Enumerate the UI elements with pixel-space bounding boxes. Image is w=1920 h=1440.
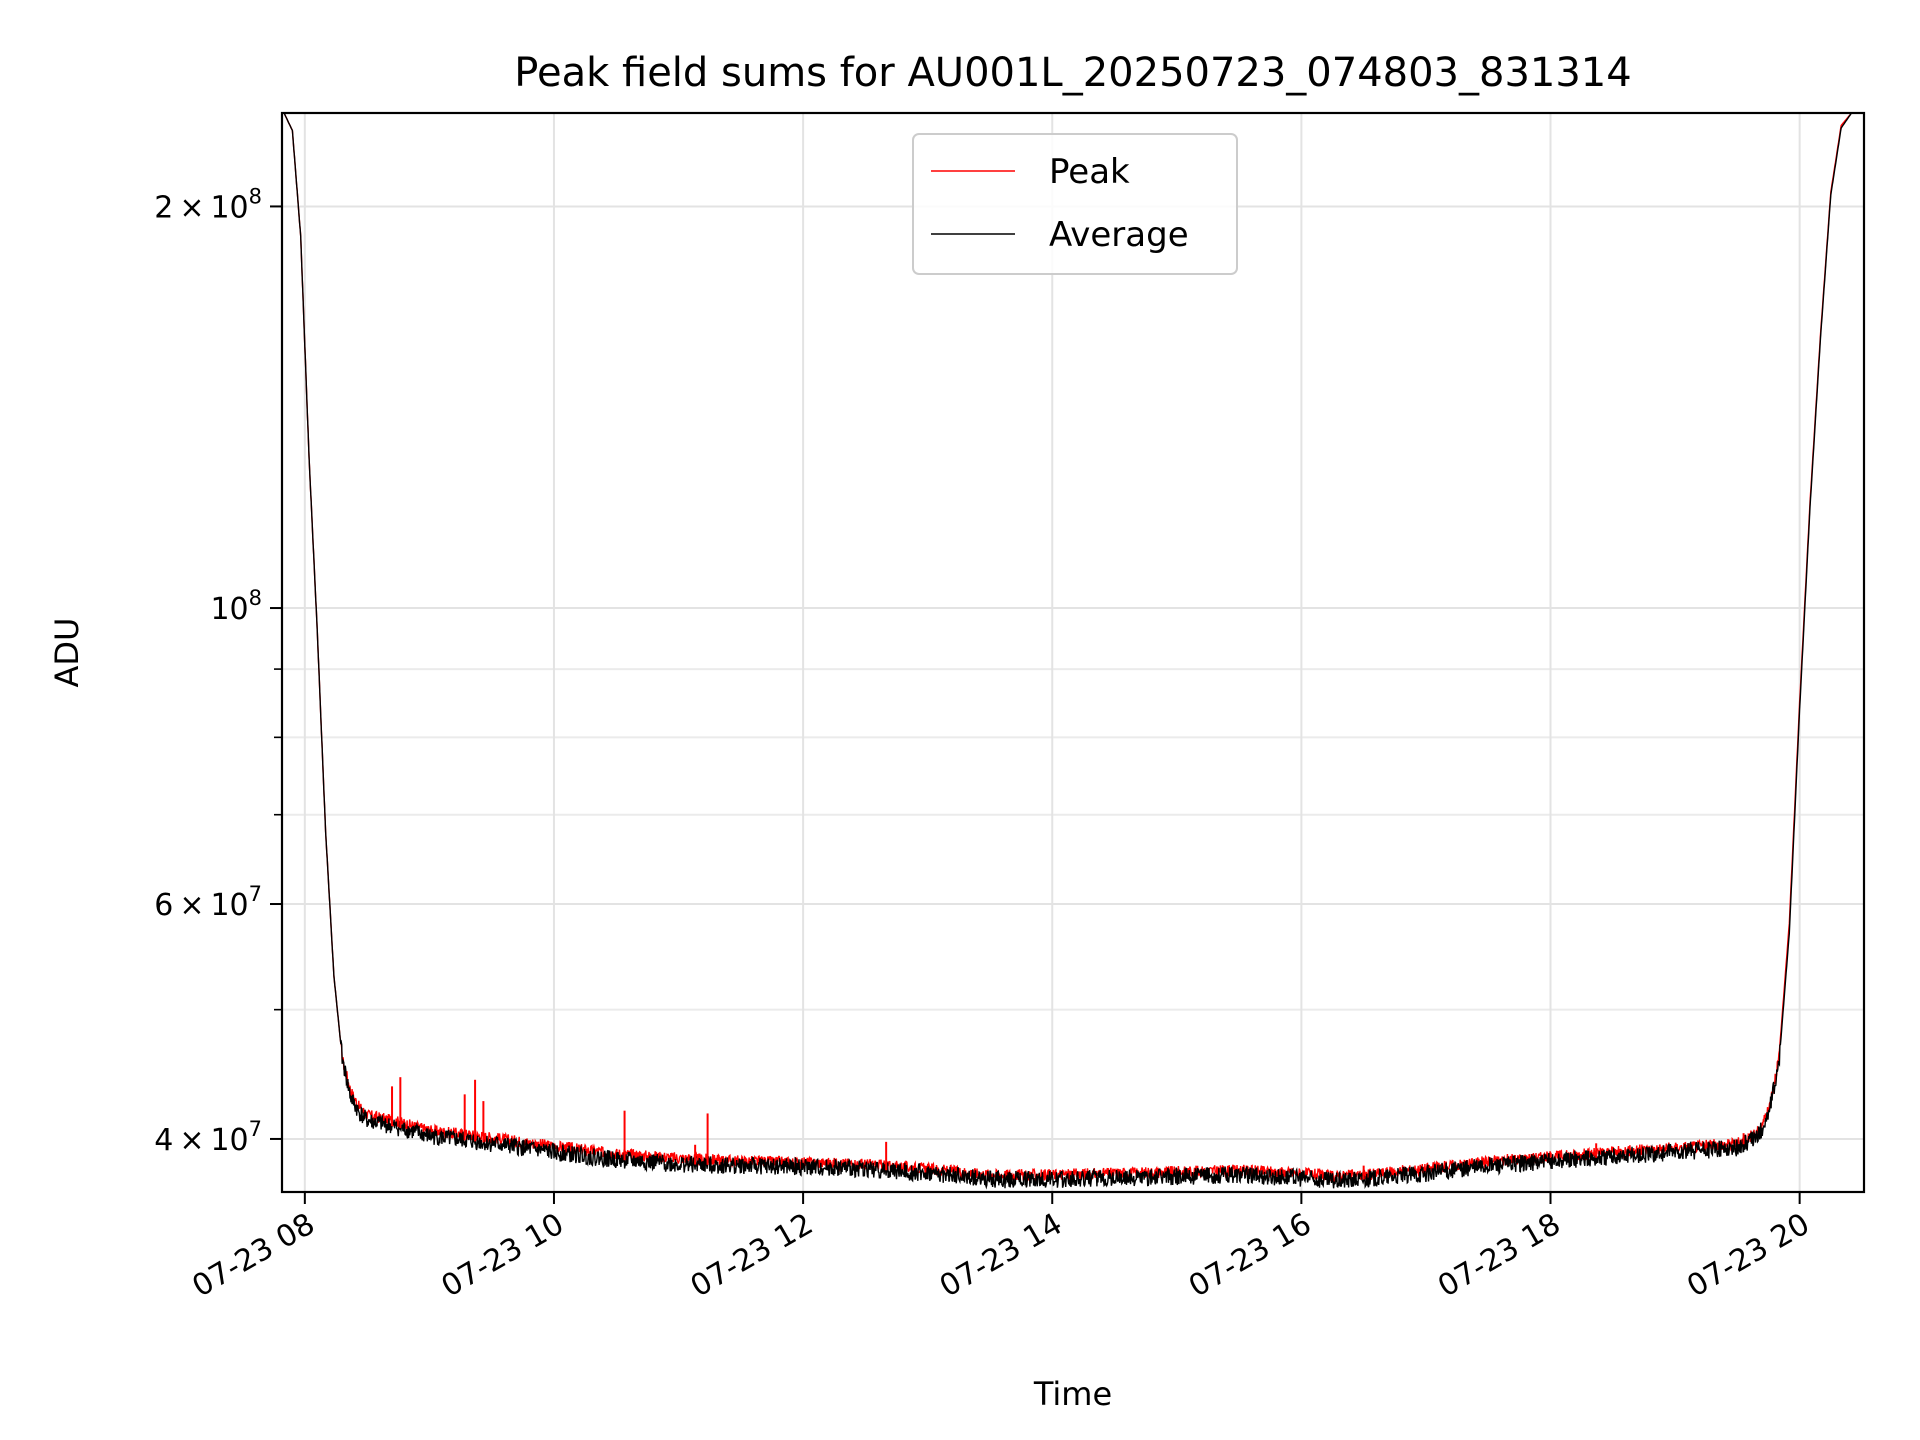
y-axis-label: ADU — [48, 618, 86, 688]
x-tick-label: 07-23 20 — [1681, 1207, 1815, 1305]
y-tick-label: 4 × 107 — [154, 1117, 262, 1158]
x-axis-label: Time — [1033, 1375, 1112, 1413]
series-clip-group — [283, 113, 1853, 1190]
legend-label-average: Average — [1049, 215, 1189, 255]
x-tick-label: 07-23 14 — [934, 1207, 1068, 1305]
legend: Peak Average — [912, 133, 1238, 275]
y-tick-label: 108 — [210, 586, 262, 627]
plot-frame — [280, 111, 1866, 1194]
y-tick-label: 6 × 107 — [154, 882, 262, 923]
series-line-average — [283, 113, 1853, 1190]
x-tick-label: 07-23 08 — [187, 1207, 321, 1305]
legend-box — [912, 133, 1238, 275]
y-tick-label: 2 × 108 — [154, 184, 262, 225]
x-tick-label: 07-23 18 — [1432, 1207, 1566, 1305]
chart-title: Peak field sums for AU001L_20250723_0748… — [514, 50, 1631, 96]
legend-label-peak: Peak — [1049, 152, 1130, 192]
series-layer — [283, 113, 1853, 1190]
x-tick-label: 07-23 16 — [1183, 1207, 1317, 1305]
x-tick-label: 07-23 12 — [685, 1207, 819, 1305]
x-tick-label: 07-23 10 — [436, 1207, 570, 1305]
